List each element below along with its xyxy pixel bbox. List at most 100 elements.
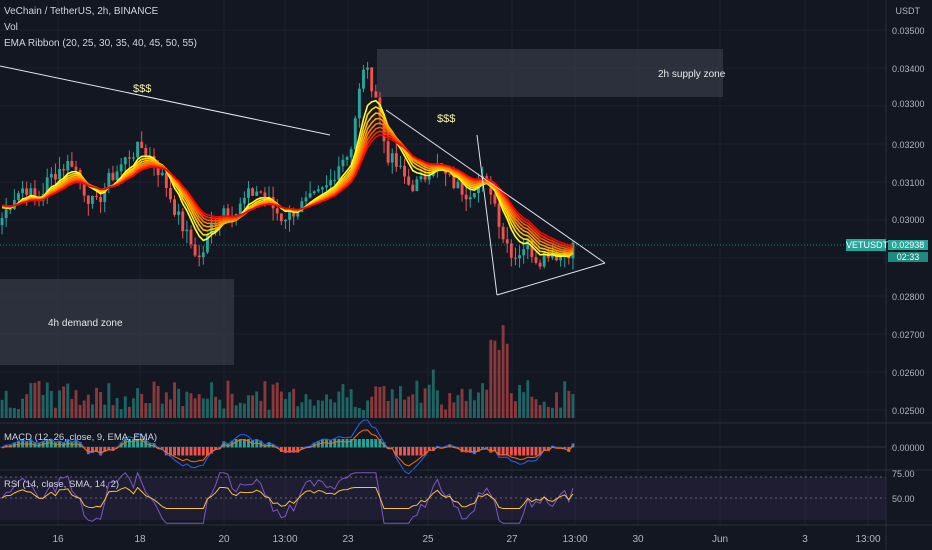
volume-legend: Vol [4,22,18,33]
candle-body [374,91,378,98]
candle-body [21,188,25,194]
price-tick-label: 0.02500 [892,406,925,416]
time-axis[interactable]: 16 18 20 13:00 23 25 27 13:00 30 Jun 3 13:00 [52,534,881,545]
macd-histogram-bar [173,447,176,456]
volume-bar [242,403,246,418]
volume-bar [514,401,517,418]
volume-bar [362,409,365,418]
macd-histogram-bar [431,447,435,451]
rsi-indicator [1,471,574,524]
volume-bar [37,380,41,418]
candle-body [333,179,337,181]
macd-histogram-bar [164,447,168,456]
price-axis[interactable]: 0.03500 0.03400 0.03300 0.03200 0.03100 0.030… [892,26,925,504]
volume-bar [427,384,431,418]
volume-bar [66,383,70,418]
volume-bar [267,409,271,418]
macd-histogram-bar [242,439,246,448]
volume-bar [8,407,12,418]
descending-trendline [0,65,331,136]
volume-bar [54,407,57,418]
volume-bar [546,406,550,418]
macd-histogram-bar [349,439,353,448]
price-tick-label: 0.03400 [892,64,925,74]
macd-histogram-bar [140,439,144,448]
macd-histogram-bar [201,447,205,456]
volume-bar [271,384,275,418]
candle-body [353,118,357,150]
macd-histogram-bar [489,447,493,453]
candle-body [29,188,33,195]
macd-histogram-bar [247,439,250,448]
price-tick-label: 0.02700 [892,330,925,340]
macd-histogram-bar [362,439,365,448]
candle-body [132,157,135,159]
ema-line-20 [2,99,574,258]
macd-histogram-bar [378,439,382,448]
candle-body [460,181,464,195]
macd-histogram-bar [279,447,283,452]
candle-body [8,209,12,211]
volume-bar [169,399,172,418]
ema-ribbon [1,99,574,258]
current-price-tag: 0.02938 [888,240,928,250]
macd-histogram-bar [534,447,538,456]
candle-body [156,164,160,176]
candle-body [45,177,49,195]
volume-bar [82,400,86,418]
volume-bar [4,390,8,418]
candle-body [530,240,534,257]
volume-bar [132,398,135,418]
macd-histogram-bar [394,447,398,456]
volume-bar [390,389,394,418]
macd-histogram-bar [415,447,419,456]
volume-bar [197,394,201,418]
candle-body [423,176,427,180]
volume-bar [230,393,234,418]
ema-line-55 [2,134,573,247]
volume-bar [493,340,497,418]
volume-bar [345,397,349,418]
candle-body [185,229,189,232]
candle-body [407,176,411,185]
candle-body [378,97,382,117]
volume-bar [185,391,189,418]
trendlines [0,65,606,296]
candle-body [119,164,123,172]
candle-body [197,255,201,258]
macd-histogram-bar [284,447,287,454]
volume-bar [337,391,341,418]
candle-body [164,172,168,189]
volume-bar [411,394,415,418]
price-tick-label: 0.03100 [892,178,925,188]
volume-bar [0,399,4,418]
supply-zone [377,49,723,97]
volume-bar [489,339,493,418]
volume-bar [522,392,526,418]
candle-body [497,203,501,227]
candle-body [279,213,283,222]
candle-body [390,153,394,163]
volume-bar [156,385,160,418]
demand-zone [0,279,234,365]
volume-bar [173,382,176,418]
macd-histogram-bar [214,447,218,451]
liquidity-label-1: $$$ [133,83,151,95]
volume-bar [538,405,542,418]
candle-body [86,195,90,204]
macd-histogram-bar [90,447,94,454]
price-tick-label: 0.03200 [892,140,925,150]
macd-histogram-bar [522,447,526,456]
candle-body [468,197,472,200]
volume-bar [403,399,406,418]
candle-body [284,219,287,222]
macd-histogram-bar [308,445,312,448]
macd-histogram-bar [464,447,468,453]
candle-body [472,193,476,198]
volume-bar [107,383,111,418]
candle-body [95,195,98,198]
macd-histogram-bar [169,447,172,456]
volume-bar [275,382,279,418]
macd-histogram-bar [419,447,423,456]
